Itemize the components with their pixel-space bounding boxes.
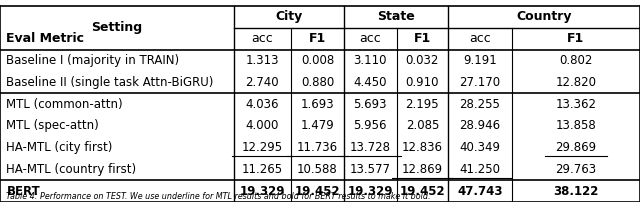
Text: 1.479: 1.479 <box>301 119 334 132</box>
Text: 19.329: 19.329 <box>239 185 285 198</box>
Text: Table 4: Performance on TEST. We use underline for MTL results and bold for BERT: Table 4: Performance on TEST. We use und… <box>6 192 431 201</box>
Text: State: State <box>377 11 415 23</box>
Text: 4.000: 4.000 <box>246 119 279 132</box>
Text: 3.110: 3.110 <box>353 54 387 67</box>
Text: acc: acc <box>252 32 273 45</box>
Text: 27.170: 27.170 <box>460 76 500 89</box>
Text: 1.693: 1.693 <box>301 98 334 110</box>
Text: 13.362: 13.362 <box>556 98 596 110</box>
Text: Country: Country <box>516 11 572 23</box>
Text: 0.032: 0.032 <box>406 54 439 67</box>
Text: 4.450: 4.450 <box>353 76 387 89</box>
Text: 9.191: 9.191 <box>463 54 497 67</box>
Text: 0.910: 0.910 <box>406 76 439 89</box>
Text: F1: F1 <box>309 32 326 45</box>
Text: 38.122: 38.122 <box>554 185 598 198</box>
Text: F1: F1 <box>414 32 431 45</box>
Text: MTL (common-attn): MTL (common-attn) <box>6 98 123 110</box>
Text: 12.869: 12.869 <box>402 163 443 176</box>
Text: 0.008: 0.008 <box>301 54 334 67</box>
Text: 5.956: 5.956 <box>353 119 387 132</box>
Text: Eval Metric: Eval Metric <box>6 32 84 45</box>
Text: 0.802: 0.802 <box>559 54 593 67</box>
Text: 2.085: 2.085 <box>406 119 439 132</box>
Text: Baseline II (single task Attn-BiGRU): Baseline II (single task Attn-BiGRU) <box>6 76 214 89</box>
Text: acc: acc <box>360 32 381 45</box>
Text: 28.946: 28.946 <box>460 119 500 132</box>
Text: 12.836: 12.836 <box>402 141 443 154</box>
Text: 12.295: 12.295 <box>242 141 283 154</box>
Text: 11.265: 11.265 <box>242 163 283 176</box>
Text: City: City <box>275 11 302 23</box>
Text: 19.452: 19.452 <box>294 185 340 198</box>
Text: 13.577: 13.577 <box>349 163 391 176</box>
Text: 40.349: 40.349 <box>460 141 500 154</box>
Text: 12.820: 12.820 <box>556 76 596 89</box>
Text: 4.036: 4.036 <box>246 98 279 110</box>
Text: 10.588: 10.588 <box>297 163 338 176</box>
Text: HA-MTL (city first): HA-MTL (city first) <box>6 141 113 154</box>
Text: Setting: Setting <box>92 21 142 34</box>
Text: 11.736: 11.736 <box>297 141 338 154</box>
Text: 19.452: 19.452 <box>399 185 445 198</box>
Text: 19.329: 19.329 <box>348 185 393 198</box>
Text: Baseline I (majority in TRAIN): Baseline I (majority in TRAIN) <box>6 54 180 67</box>
Text: 29.869: 29.869 <box>556 141 596 154</box>
Text: 0.880: 0.880 <box>301 76 334 89</box>
Text: 47.743: 47.743 <box>457 185 503 198</box>
Text: 2.195: 2.195 <box>406 98 439 110</box>
Text: 1.313: 1.313 <box>246 54 279 67</box>
Text: HA-MTL (country first): HA-MTL (country first) <box>6 163 136 176</box>
Text: 29.763: 29.763 <box>556 163 596 176</box>
Text: 41.250: 41.250 <box>460 163 500 176</box>
Text: 13.858: 13.858 <box>556 119 596 132</box>
Text: BERT: BERT <box>6 185 40 198</box>
Text: acc: acc <box>469 32 491 45</box>
Text: 2.740: 2.740 <box>246 76 279 89</box>
Text: 5.693: 5.693 <box>353 98 387 110</box>
Text: F1: F1 <box>568 32 584 45</box>
Text: MTL (spec-attn): MTL (spec-attn) <box>6 119 99 132</box>
Text: 13.728: 13.728 <box>349 141 391 154</box>
Text: 28.255: 28.255 <box>460 98 500 110</box>
